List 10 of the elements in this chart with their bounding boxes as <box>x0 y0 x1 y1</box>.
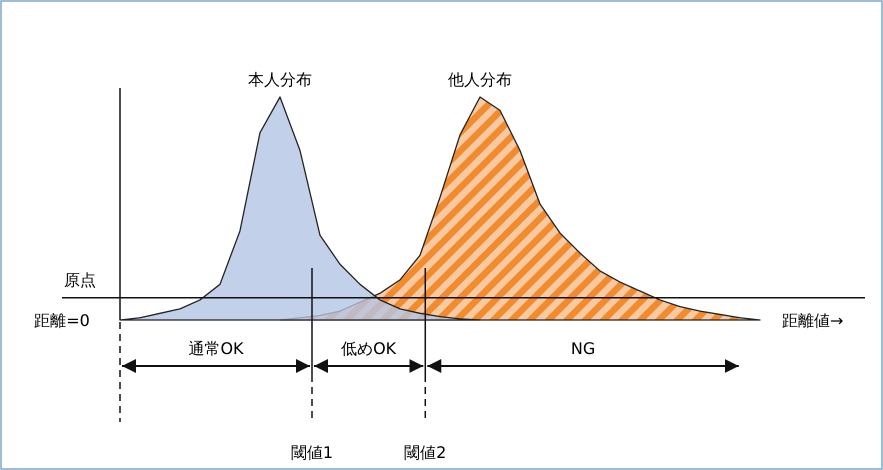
text: 閾値1 <box>290 443 334 462</box>
text: 閾値2 <box>404 443 446 462</box>
text: NG <box>570 339 596 358</box>
text: 低めOK <box>341 339 397 358</box>
ref-line-label: 原点 <box>64 270 96 290</box>
x-axis-title: 距離値→ <box>782 311 844 330</box>
text: 距離=0 <box>34 311 90 330</box>
series-label: 他人分布 <box>448 70 512 89</box>
series-label: 本人分布 <box>248 70 312 89</box>
text: 通常OK <box>188 339 244 358</box>
